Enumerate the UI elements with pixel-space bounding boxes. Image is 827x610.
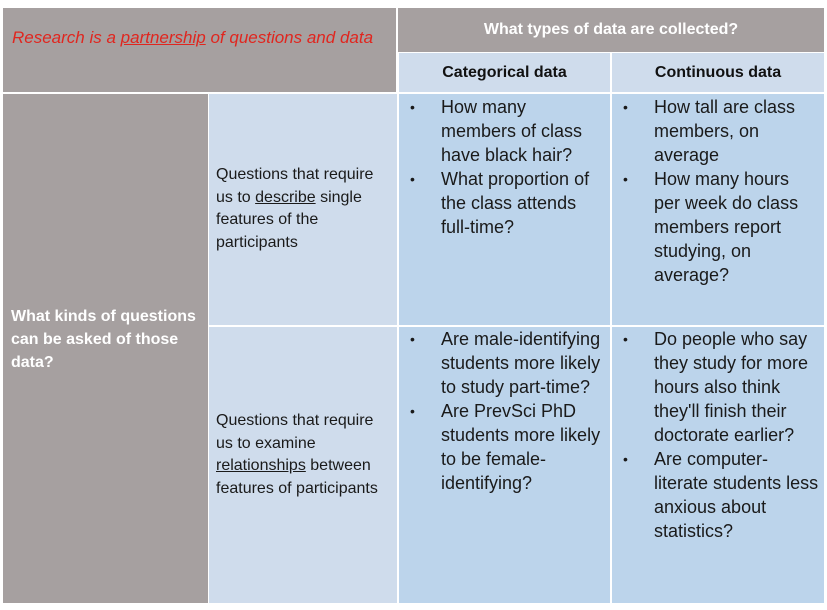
categorical-header: Categorical data: [399, 53, 610, 92]
list-item: • What proportion of the class attends fu…: [404, 167, 606, 239]
list-item: • Are PrevSci PhD students more likely to…: [404, 399, 606, 495]
bullet-icon: •: [410, 331, 415, 347]
row-label-underlined: describe: [255, 188, 316, 206]
title-text-2: of questions and data: [205, 28, 374, 47]
table-title: Research is a partnership of questions a…: [12, 26, 386, 50]
row-label-text-1: Questions that require us to: [216, 166, 374, 206]
bullet-icon: •: [623, 331, 628, 347]
describe-continuous-list: • How tall are class members, on average …: [617, 95, 820, 287]
title-text-1: Research is a: [12, 28, 121, 47]
list-item: • Do people who say they study for more h…: [617, 327, 820, 447]
relationships-continuous-cell: • Do people who say they study for more h…: [612, 327, 824, 603]
list-item-text: Are PrevSci PhD students more likely to …: [441, 401, 601, 493]
list-item: • How many hours per week do class member…: [617, 167, 820, 287]
title-cell: Research is a partnership of questions a…: [3, 8, 396, 92]
bullet-icon: •: [623, 99, 628, 115]
title-text-underlined: partnership: [120, 28, 206, 47]
list-item-text: How many members of class have black hai…: [441, 97, 583, 165]
describe-continuous-cell: • How tall are class members, on average …: [612, 94, 824, 325]
row-label-text-2: single features of the participants: [216, 188, 362, 251]
list-item: • How tall are class members, on average: [617, 95, 820, 167]
row-label-text-1: Questions that require us to examine: [216, 412, 374, 452]
relationships-categorical-cell: • Are male-identifying students more like…: [399, 327, 610, 603]
row-label-text-2: between features of participants: [216, 457, 378, 497]
bullet-icon: •: [410, 403, 415, 419]
list-item-text: What proportion of the class attends ful…: [441, 169, 590, 237]
relationships-continuous-list: • Do people who say they study for more h…: [617, 327, 820, 543]
data-types-header: What types of data are collected?: [398, 8, 824, 52]
list-item-text: Are computer-literate students less anxi…: [654, 449, 819, 541]
list-item-text: How tall are class members, on average: [654, 97, 796, 165]
describe-categorical-cell: • How many members of class have black ha…: [399, 94, 610, 325]
question-kinds-header-text: What kinds of questions can be asked of …: [11, 308, 196, 371]
continuous-header-text: Continuous data: [654, 63, 782, 81]
describe-categorical-list: • How many members of class have black ha…: [404, 95, 606, 239]
bullet-icon: •: [623, 451, 628, 467]
bullet-icon: •: [410, 99, 415, 115]
data-types-header-text: What types of data are collected?: [483, 21, 739, 38]
relationships-row-label-text: Questions that require us to examine rel…: [216, 410, 391, 500]
list-item: • Are computer-literate students less anx…: [617, 447, 820, 543]
describe-row-label-text: Questions that require us to describe si…: [216, 164, 391, 254]
relationships-categorical-list: • Are male-identifying students more like…: [404, 327, 606, 495]
bullet-icon: •: [410, 171, 415, 187]
categorical-header-text: Categorical data: [442, 63, 567, 81]
row-label-underlined: relationships: [216, 457, 306, 474]
relationships-row-label: Questions that require us to examine rel…: [209, 327, 397, 603]
continuous-header: Continuous data: [612, 53, 824, 92]
list-item-text: How many hours per week do class members…: [654, 169, 799, 285]
bullet-icon: •: [623, 171, 628, 187]
question-kinds-header: What kinds of questions can be asked of …: [3, 94, 208, 603]
list-item: • Are male-identifying students more like…: [404, 327, 606, 399]
list-item: • How many members of class have black ha…: [404, 95, 606, 167]
list-item-text: Do people who say they study for more ho…: [654, 329, 809, 445]
describe-row-label: Questions that require us to describe si…: [209, 94, 397, 325]
list-item-text: Are male-identifying students more likel…: [441, 329, 601, 397]
